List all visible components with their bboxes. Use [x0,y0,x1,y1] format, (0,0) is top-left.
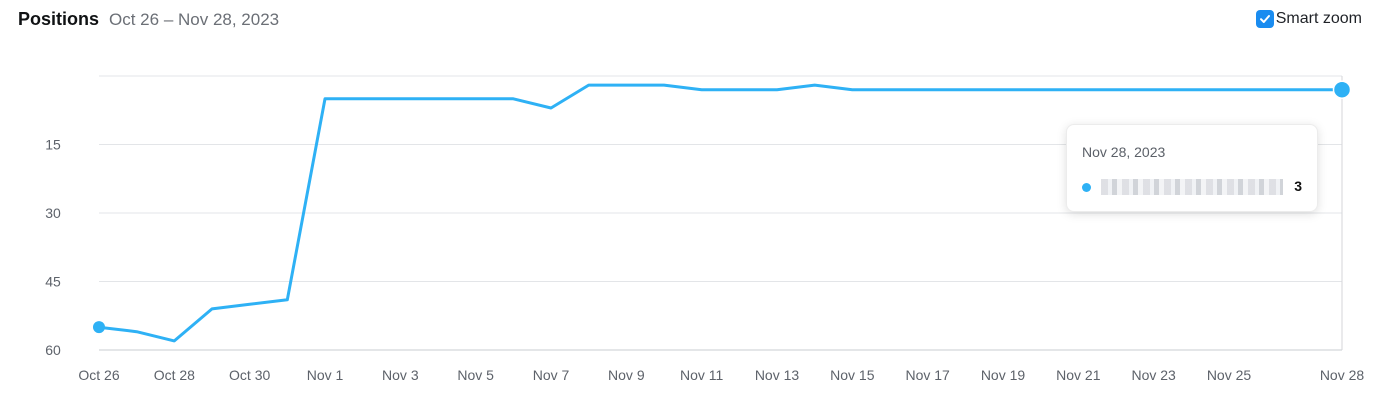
series-line [97,83,1344,343]
y-tick-label: 45 [45,274,61,290]
smart-zoom-toggle[interactable]: Smart zoom [1255,10,1362,28]
y-tick-label: 30 [45,205,61,221]
x-tick-label: Nov 28 [1320,367,1365,383]
x-axis-ticks: Oct 26 Oct 28 Oct 30 Nov 1 Nov 3 Nov 5 Nov 7 No… [78,367,1364,383]
x-tick-label: Nov 15 [830,367,875,383]
tooltip-value: 3 [1294,178,1302,194]
x-tick-label: Nov 21 [1056,367,1101,383]
y-axis-ticks: 15 30 45 60 [45,137,61,359]
x-tick-label: Nov 19 [981,367,1026,383]
date-range: Oct 26 – Nov 28, 2023 [109,10,280,29]
smart-zoom-label: Smart zoom [1275,10,1362,27]
x-tick-label: Nov 11 [680,367,724,383]
x-tick-label: Nov 7 [533,367,570,383]
x-tick-label: Nov 25 [1207,367,1252,383]
x-tick-label: Nov 23 [1131,367,1176,383]
y-tick-label: 60 [45,342,61,358]
y-tick-label: 15 [45,137,61,153]
smart-zoom-checkbox[interactable] [1255,10,1274,28]
tooltip-date: Nov 28, 2023 [1082,144,1166,160]
x-tick-label: Nov 13 [755,367,800,383]
x-tick-label: Nov 9 [608,367,645,383]
x-tick-label: Nov 17 [905,367,950,383]
series-color-dot [1082,183,1091,192]
grid-lines [99,75,1343,351]
chart-tooltip: Nov 28, 2023 3 [1066,124,1318,212]
chart-header: Positions Oct 26 – Nov 28, 2023 [18,9,279,30]
x-tick-label: Oct 28 [154,367,195,383]
data-point-start[interactable] [93,321,105,334]
series-layer [93,80,1352,343]
checkmark-icon [1259,15,1270,23]
data-point-highlighted[interactable] [1332,80,1352,99]
x-tick-label: Nov 5 [457,367,494,383]
x-tick-label: Oct 30 [229,367,270,383]
x-tick-label: Nov 3 [382,367,419,383]
x-tick-label: Nov 1 [307,367,344,383]
chart-title: Positions [18,9,100,29]
redacted-keyword [1101,179,1283,195]
x-tick-label: Oct 26 [78,367,119,383]
